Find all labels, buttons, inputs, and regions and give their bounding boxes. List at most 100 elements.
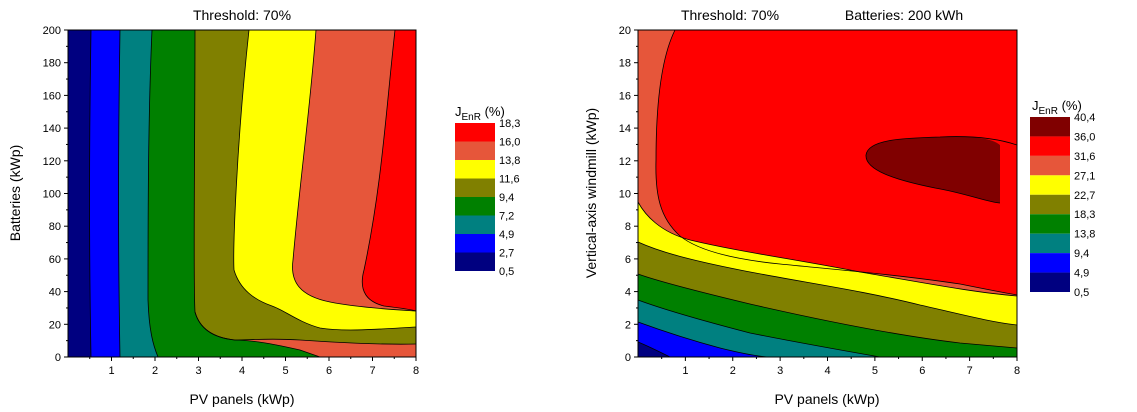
left-chart: Threshold: 70% 1 2 3 4 5 6 [7, 7, 520, 407]
left-y-tick-label: 160 [43, 90, 61, 102]
right-legend-level: 27,1 [1074, 170, 1095, 182]
left-x-axis-label: PV panels (kWp) [189, 391, 294, 407]
right-legend-level: 36,0 [1074, 131, 1095, 143]
right-legend-level: 9,4 [1074, 248, 1089, 260]
right-legend-swatch [1030, 253, 1070, 273]
right-chart-title: Threshold: 70% [681, 7, 779, 23]
left-legend-level: 7,2 [499, 211, 514, 223]
right-legend-level: 40,4 [1074, 112, 1095, 124]
left-y-tick-label: 140 [43, 123, 61, 135]
right-y-tick-label: 4 [625, 287, 631, 299]
right-band-40-plus [865, 136, 1000, 203]
left-x-tick-label: 3 [195, 365, 201, 377]
left-y-tick-label: 120 [43, 156, 61, 168]
right-x-tick-label: 5 [872, 365, 878, 377]
left-chart-title: Threshold: 70% [193, 7, 291, 23]
right-legend-swatch [1030, 233, 1070, 254]
right-y-tick-label: 0 [625, 352, 631, 364]
left-contour-lines [89, 29, 417, 358]
left-legend-level: 2,7 [499, 248, 514, 260]
left-y-axis-label: Batteries (kWp) [7, 145, 23, 241]
right-y-axis-label: Vertical-axis windmill (kWp) [583, 108, 599, 278]
right-legend-level: 13,8 [1074, 229, 1095, 241]
left-y-tick-label: 180 [43, 58, 61, 70]
left-legend-level: 9,4 [499, 192, 514, 204]
right-legend-level: 4,9 [1074, 268, 1089, 280]
left-x-tick-label: 4 [239, 365, 245, 377]
right-y-tick-label: 2 [625, 319, 631, 331]
left-legend-title: JEnR (%) [455, 104, 505, 123]
right-legend-title: JEnR (%) [1032, 98, 1082, 117]
left-legend-level: 11,6 [499, 174, 520, 186]
right-legend: JEnR (%) 40,4 36,0 31,6 27,1 22,7 18,3 13,8 9,4… [1030, 98, 1095, 299]
right-legend-swatch [1030, 194, 1070, 215]
right-chart-subtitle: Batteries: 200 kWh [845, 7, 963, 23]
left-legend-level: 0,5 [499, 266, 514, 278]
right-x-axis-label: PV panels (kWp) [774, 391, 879, 407]
right-legend-swatch [1030, 155, 1070, 176]
left-legend-level: 18,3 [499, 118, 520, 130]
left-y-tick-label: 40 [49, 287, 61, 299]
left-legend-level: 13,8 [499, 155, 520, 167]
left-band-11-14 [68, 30, 416, 330]
left-x-tick-label: 6 [326, 365, 332, 377]
right-x-tick-label: 3 [777, 365, 783, 377]
left-legend-swatch [455, 123, 495, 142]
left-y-tick-label: 60 [49, 254, 61, 266]
left-x-tick-label: 1 [108, 365, 114, 377]
right-x-tick-label: 8 [1014, 365, 1020, 377]
right-legend-swatch [1030, 136, 1070, 156]
right-y-tick-label: 20 [619, 25, 631, 37]
left-legend-swatch [455, 234, 495, 253]
right-legend-swatch [1030, 117, 1070, 137]
right-x-axis: 1 2 3 4 5 6 7 8 [661, 357, 1020, 377]
right-legend-level: 22,7 [1074, 190, 1095, 202]
right-x-tick-label: 6 [919, 365, 925, 377]
left-legend-level: 16,0 [499, 137, 520, 149]
left-band-9-11 [68, 30, 416, 345]
left-y-tick-label: 20 [49, 319, 61, 331]
right-x-tick-label: 7 [967, 365, 973, 377]
left-y-axis: 0 20 40 60 80 100 120 140 160 180 200 [43, 25, 68, 364]
right-x-tick-label: 2 [730, 365, 736, 377]
right-legend-swatch [1030, 214, 1070, 234]
left-legend-swatch [455, 252, 495, 271]
left-legend-swatch [455, 215, 495, 234]
right-y-axis: 0 2 4 6 8 10 12 14 16 18 20 [619, 25, 638, 364]
left-x-tick-label: 8 [413, 365, 419, 377]
right-y-tick-label: 16 [619, 90, 631, 102]
right-plot-area [637, 29, 1018, 358]
left-legend: JEnR (%) 18,3 16,0 13,8 11,6 9,4 7,2 4,9 2,7 0,5 [455, 104, 520, 278]
right-x-tick-label: 4 [824, 365, 830, 377]
left-y-tick-label: 0 [55, 352, 61, 364]
left-legend-swatch [455, 178, 495, 197]
left-band-0-2 [68, 30, 91, 357]
left-x-tick-label: 5 [282, 365, 288, 377]
left-x-tick-label: 7 [369, 365, 375, 377]
right-band-36-40 [655, 30, 1017, 295]
right-legend-swatch [1030, 272, 1070, 292]
right-y-tick-label: 14 [619, 123, 631, 135]
right-y-tick-label: 8 [625, 221, 631, 233]
left-legend-swatch [455, 160, 495, 179]
right-legend-level: 18,3 [1074, 209, 1095, 221]
left-legend-level: 4,9 [499, 229, 514, 241]
left-y-tick-label: 80 [49, 221, 61, 233]
right-y-tick-label: 18 [619, 58, 631, 70]
right-legend-level: 31,6 [1074, 151, 1095, 163]
right-legend-swatch [1030, 175, 1070, 195]
right-y-tick-label: 10 [619, 189, 631, 201]
right-legend-level: 0,5 [1074, 287, 1089, 299]
left-x-axis: 1 2 3 4 5 6 7 8 [89, 357, 419, 377]
left-y-tick-label: 100 [43, 189, 61, 201]
right-x-tick-label: 1 [682, 365, 688, 377]
right-contour-lines [637, 29, 1018, 358]
right-y-tick-label: 6 [625, 254, 631, 266]
left-x-tick-label: 2 [152, 365, 158, 377]
left-y-tick-label: 200 [43, 25, 61, 37]
right-chart: Threshold: 70% Batteries: 200 kWh [583, 7, 1095, 407]
right-y-tick-label: 12 [619, 156, 631, 168]
right-band-9-13 [638, 322, 768, 357]
left-legend-swatch [455, 197, 495, 216]
